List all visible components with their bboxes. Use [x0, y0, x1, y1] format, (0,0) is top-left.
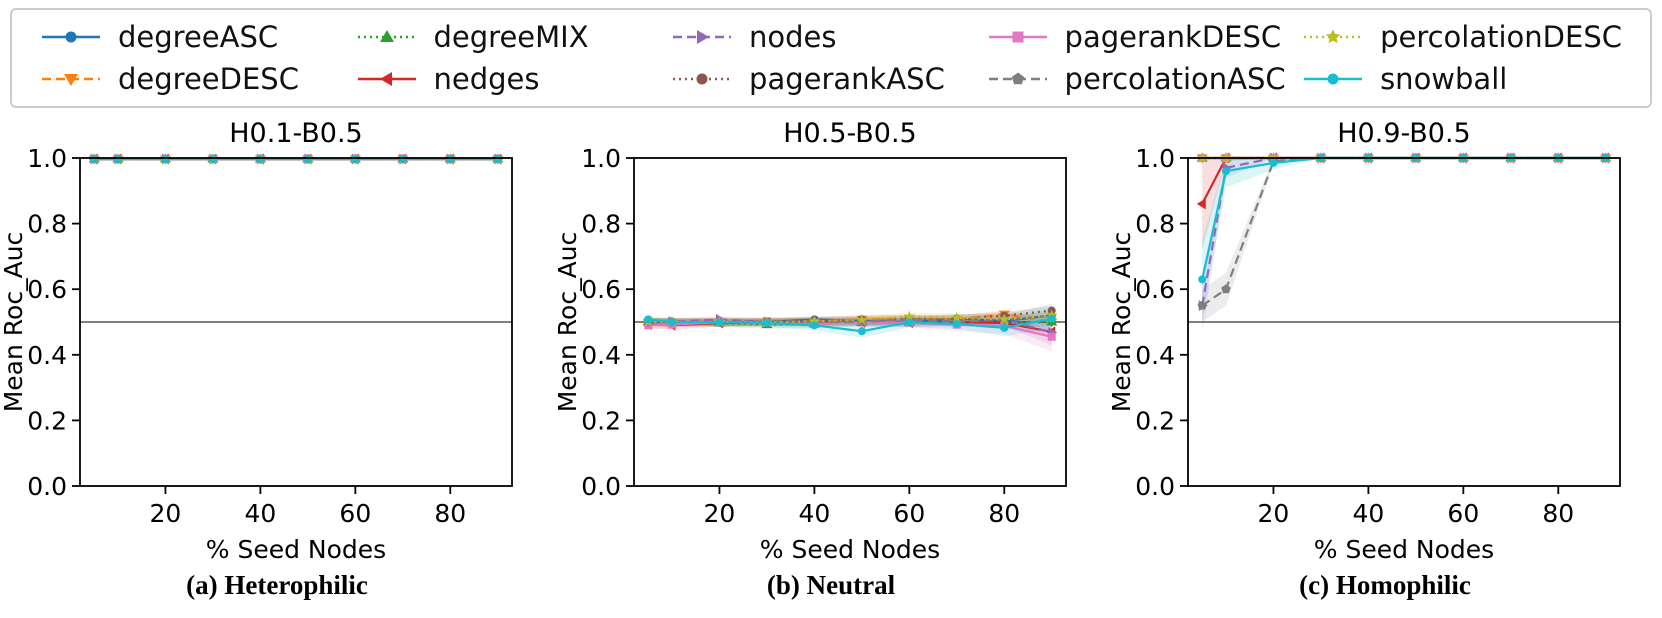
legend-item-snowball: snowball — [1302, 62, 1622, 96]
caption-a: (a) Heterophilic — [186, 570, 368, 600]
svg-text:0.0: 0.0 — [1135, 472, 1175, 501]
legend-label: percolationDESC — [1380, 20, 1622, 54]
svg-text:1.0: 1.0 — [581, 144, 621, 173]
svg-text:60: 60 — [893, 499, 925, 528]
svg-text:40: 40 — [798, 499, 830, 528]
plot-title: H0.9-B0.5 — [1337, 118, 1470, 149]
plot-title: H0.1-B0.5 — [229, 118, 362, 149]
y-axis-label: Mean Roc_Auc — [554, 232, 582, 413]
caption-b: (b) Neutral — [766, 570, 896, 600]
triangle-left-line-sample-icon — [357, 72, 416, 86]
legend-label: nodes — [749, 20, 837, 54]
chart-heterophilic: H0.1-B0.5 0.0 0.2 0.4 0.6 0.8 1.0 20 40 60 80 % See… — [0, 116, 554, 566]
legend-label: pagerankASC — [749, 62, 945, 96]
star-line-sample-icon — [1304, 29, 1363, 44]
caption-c: (c) Homophilic — [1299, 570, 1471, 600]
legend-item-degreeASC: degreeASC — [40, 20, 344, 54]
svg-text:0.2: 0.2 — [27, 406, 67, 435]
svg-text:0.0: 0.0 — [27, 472, 67, 501]
captions-row: (a) Heterophilic (b) Neutral (c) Homophi… — [0, 570, 1662, 601]
triangle-up-line-sample-icon — [357, 30, 416, 42]
svg-text:0.4: 0.4 — [27, 341, 67, 370]
legend-item-degreeMIX: degreeMIX — [356, 20, 660, 54]
circle-line-sample-icon — [673, 73, 732, 85]
plot-H0.9-B0.5: H0.9-B0.5 0.0 0.2 0.4 0.6 0.8 1.0 20 40 60 80 % See… — [1107, 118, 1621, 564]
x-axis-label: % Seed Nodes — [760, 535, 940, 562]
legend-label: pagerankDESC — [1064, 20, 1282, 54]
svg-text:20: 20 — [704, 499, 736, 528]
legend-item-nodes: nodes — [671, 20, 975, 54]
svg-text:60: 60 — [1447, 499, 1479, 528]
legend-label: degreeDESC — [118, 62, 299, 96]
svg-text:40: 40 — [244, 499, 276, 528]
circle-line-sample-icon — [42, 31, 100, 43]
svg-text:0.8: 0.8 — [1135, 210, 1175, 239]
circle-line-sample-icon — [1304, 73, 1363, 85]
pentagon-line-sample-icon — [988, 72, 1047, 85]
svg-text:80: 80 — [988, 499, 1020, 528]
figure-legend: degreeASC degreeDESC degreeMIX nedges nodes p… — [10, 8, 1652, 108]
svg-text:80: 80 — [1542, 499, 1574, 528]
legend-item-pagerankDESC: pagerankDESC — [987, 20, 1291, 54]
svg-text:20: 20 — [150, 499, 182, 528]
svg-text:0.4: 0.4 — [581, 341, 621, 370]
svg-text:0.6: 0.6 — [581, 275, 621, 304]
svg-text:1.0: 1.0 — [1135, 144, 1175, 173]
svg-text:60: 60 — [339, 499, 371, 528]
triangle-right-line-sample-icon — [673, 30, 732, 44]
svg-text:20: 20 — [1258, 499, 1290, 528]
charts-row: H0.1-B0.5 0.0 0.2 0.4 0.6 0.8 1.0 20 40 60 80 % See… — [0, 116, 1662, 566]
chart-homophilic: H0.9-B0.5 0.0 0.2 0.4 0.6 0.8 1.0 20 40 60 80 % See… — [1107, 116, 1662, 566]
legend-item-pagerankASC: pagerankASC — [671, 62, 975, 96]
legend-label: percolationASC — [1064, 62, 1286, 96]
svg-text:0.2: 0.2 — [581, 406, 621, 435]
svg-text:0.6: 0.6 — [27, 275, 67, 304]
triangle-down-line-sample-icon — [42, 74, 100, 86]
y-axis-label: Mean Roc_Auc — [0, 232, 28, 413]
legend-item-percolationASC: percolationASC — [987, 62, 1291, 96]
plot-H0.5-B0.5: H0.5-B0.5 0.0 0.2 0.4 0.6 0.8 1.0 20 40 60 80 % See… — [553, 118, 1067, 564]
svg-text:0.6: 0.6 — [1135, 275, 1175, 304]
x-axis-label: % Seed Nodes — [206, 535, 386, 562]
legend-label: degreeMIX — [433, 20, 589, 54]
plot-title: H0.5-B0.5 — [783, 118, 916, 149]
svg-text:1.0: 1.0 — [27, 144, 67, 173]
svg-text:0.4: 0.4 — [1135, 341, 1175, 370]
plot-H0.1-B0.5: H0.1-B0.5 0.0 0.2 0.4 0.6 0.8 1.0 20 40 60 80 % See… — [0, 118, 513, 564]
svg-text:0.2: 0.2 — [1135, 406, 1175, 435]
square-line-sample-icon — [988, 31, 1047, 43]
legend-label: degreeASC — [118, 20, 279, 54]
legend-label: nedges — [433, 62, 540, 96]
svg-text:0.8: 0.8 — [27, 210, 67, 239]
chart-neutral: H0.5-B0.5 0.0 0.2 0.4 0.6 0.8 1.0 20 40 60 80 % See… — [553, 116, 1108, 566]
legend-item-nedges: nedges — [356, 62, 660, 96]
svg-text:80: 80 — [434, 499, 466, 528]
y-axis-label: Mean Roc_Auc — [1108, 232, 1136, 413]
svg-text:0.8: 0.8 — [581, 210, 621, 239]
svg-text:40: 40 — [1352, 499, 1384, 528]
legend-item-percolationDESC: percolationDESC — [1302, 20, 1622, 54]
x-axis-label: % Seed Nodes — [1314, 535, 1494, 562]
svg-text:0.0: 0.0 — [581, 472, 621, 501]
legend-item-degreeDESC: degreeDESC — [40, 62, 344, 96]
legend-label: snowball — [1380, 62, 1508, 96]
